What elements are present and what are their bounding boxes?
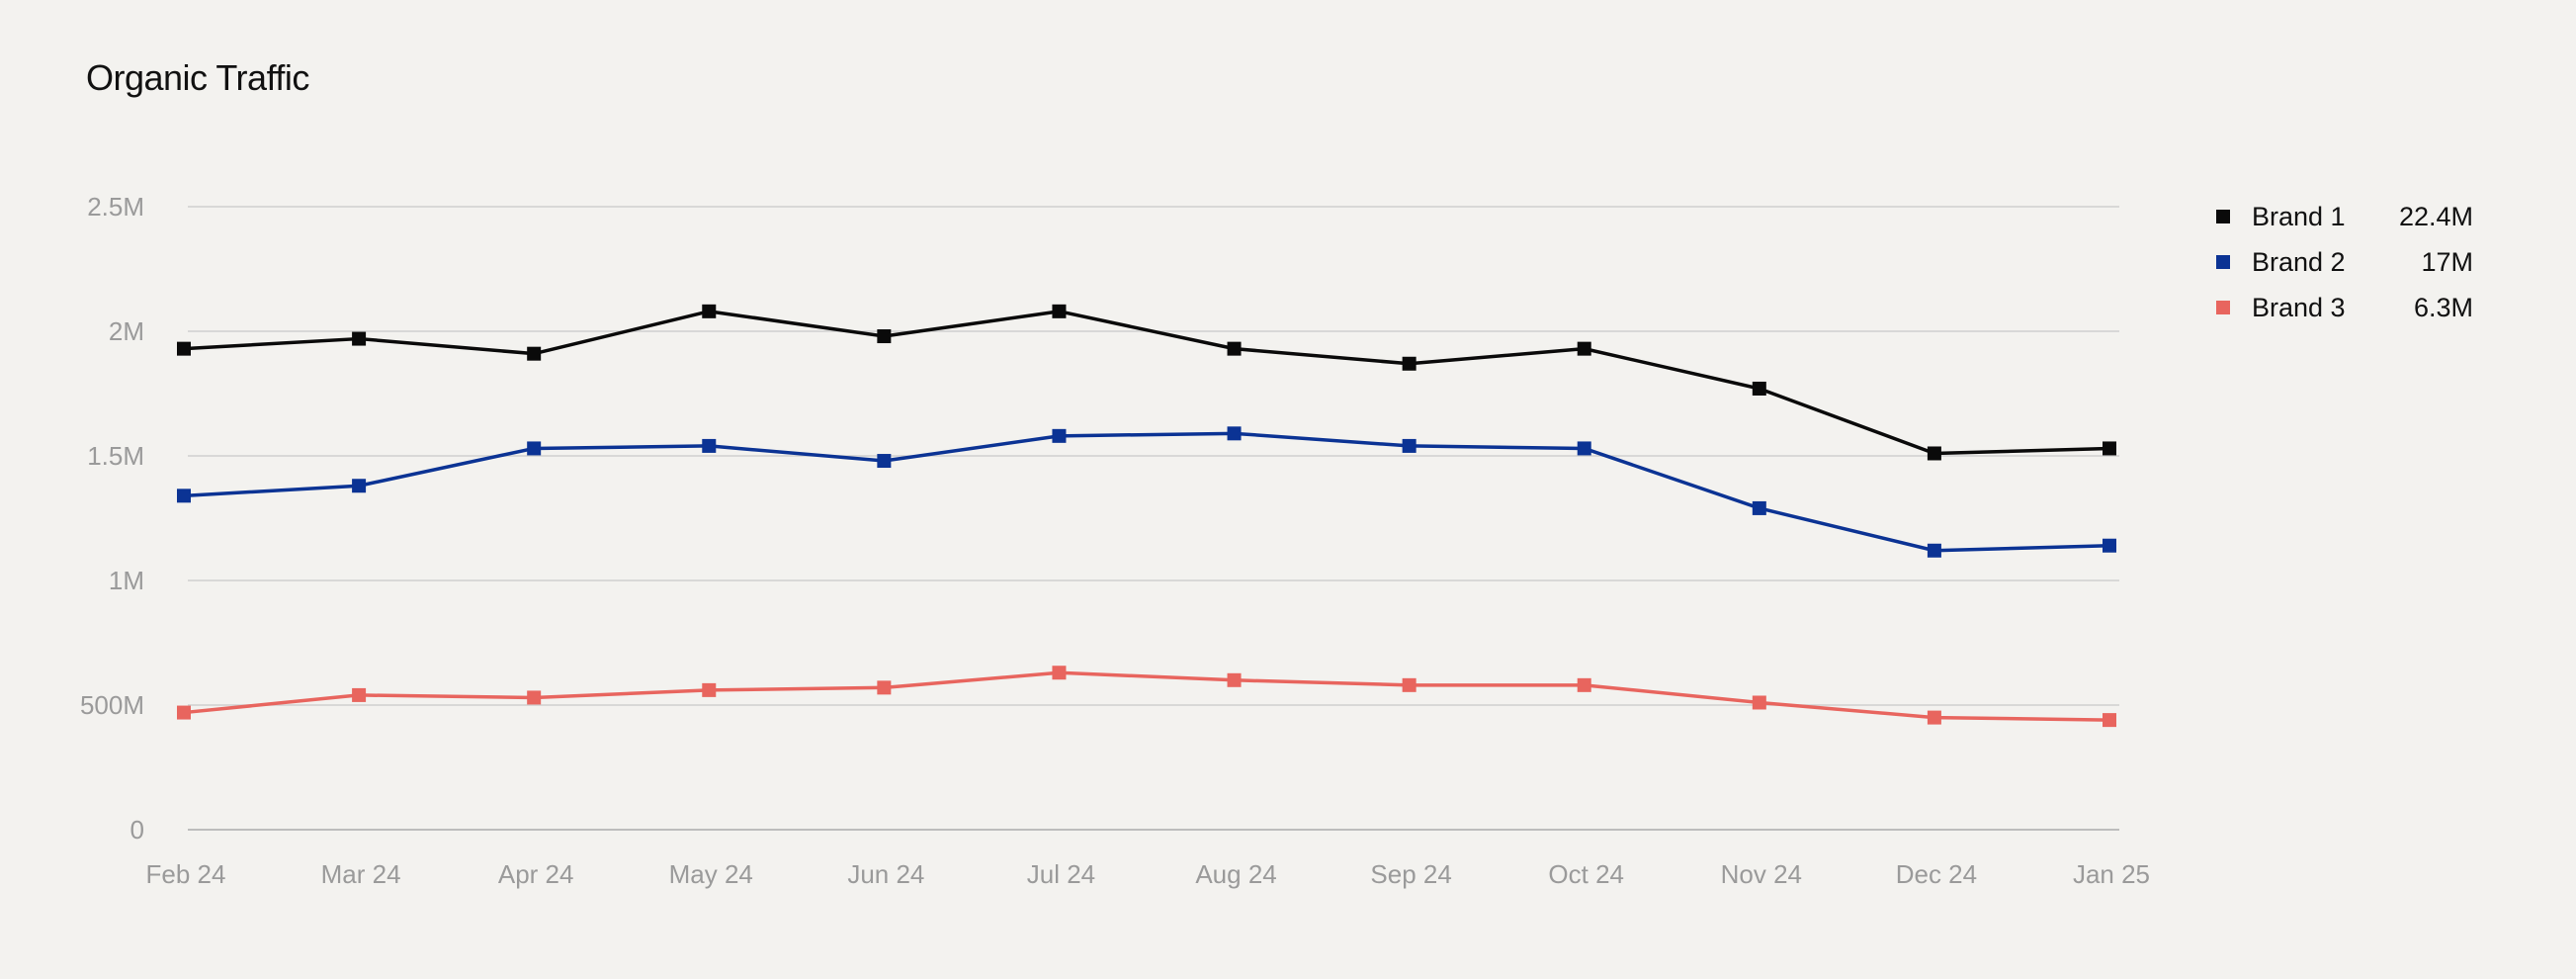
data-point bbox=[1752, 500, 1766, 515]
data-point bbox=[1052, 304, 1067, 318]
data-point bbox=[877, 454, 892, 469]
x-tick-label: Aug 24 bbox=[1195, 859, 1276, 889]
data-point bbox=[1752, 381, 1766, 396]
legend-swatch bbox=[2216, 255, 2230, 269]
legend-item: Brand 2 17M bbox=[2216, 239, 2473, 285]
x-tick-label: Dec 24 bbox=[1896, 859, 1977, 889]
x-tick-label: Nov 24 bbox=[1721, 859, 1802, 889]
y-tick-label: 500M bbox=[80, 690, 144, 720]
legend-swatch bbox=[2216, 301, 2230, 314]
y-tick-label: 2M bbox=[109, 316, 144, 346]
data-point bbox=[352, 331, 367, 346]
data-point bbox=[527, 346, 542, 361]
series-line bbox=[183, 431, 2110, 553]
legend-label: Brand 1 bbox=[2252, 201, 2346, 231]
legend-item: Brand 3 6.3M bbox=[2216, 285, 2473, 330]
series-line bbox=[183, 670, 2110, 722]
data-point bbox=[877, 329, 892, 344]
data-point bbox=[2103, 441, 2116, 456]
data-point bbox=[2103, 713, 2116, 728]
data-point bbox=[702, 304, 717, 318]
data-point bbox=[1402, 677, 1417, 692]
data-point bbox=[177, 489, 191, 503]
legend-value: 6.3M bbox=[2413, 292, 2473, 322]
y-tick-label: 2.5M bbox=[87, 192, 144, 222]
data-point bbox=[1052, 428, 1067, 443]
y-tick-label: 0 bbox=[130, 815, 144, 845]
y-axis-ticks: 0 500M 1M 1.5M 2M 2.5M bbox=[80, 192, 144, 845]
y-tick-label: 1M bbox=[109, 566, 144, 595]
x-tick-label: Feb 24 bbox=[146, 859, 226, 889]
data-point bbox=[702, 682, 717, 697]
data-point bbox=[352, 479, 367, 493]
series-lines bbox=[177, 304, 2116, 728]
x-tick-label: Jan 25 bbox=[2073, 859, 2150, 889]
x-tick-label: Mar 24 bbox=[321, 859, 401, 889]
legend: Brand 1 22.4M Brand 2 17M Brand 3 6.3M bbox=[2216, 194, 2473, 330]
data-point bbox=[1927, 543, 1941, 558]
data-point bbox=[1927, 446, 1941, 461]
x-tick-label: May 24 bbox=[669, 859, 753, 889]
data-point bbox=[1227, 672, 1242, 687]
y-tick-label: 1.5M bbox=[87, 441, 144, 471]
data-point bbox=[1577, 677, 1591, 692]
x-tick-label: Oct 24 bbox=[1548, 859, 1624, 889]
data-point bbox=[877, 680, 892, 695]
data-point bbox=[1052, 666, 1067, 680]
series-line bbox=[183, 310, 2110, 456]
data-point bbox=[177, 705, 191, 720]
data-point bbox=[527, 441, 542, 456]
series-1 bbox=[177, 304, 2116, 461]
x-tick-label: Apr 24 bbox=[498, 859, 574, 889]
data-point bbox=[1402, 356, 1417, 371]
data-point bbox=[177, 341, 191, 356]
legend-swatch bbox=[2216, 210, 2230, 223]
data-point bbox=[1227, 426, 1242, 441]
series-2 bbox=[177, 426, 2116, 558]
gridlines bbox=[188, 206, 2119, 831]
series-3 bbox=[177, 666, 2116, 728]
data-point bbox=[1927, 710, 1941, 725]
data-point bbox=[1402, 438, 1417, 453]
data-point bbox=[1752, 695, 1766, 710]
data-point bbox=[1577, 441, 1591, 456]
data-point bbox=[352, 687, 367, 702]
data-point bbox=[702, 438, 717, 453]
x-axis-ticks: Feb 24 Mar 24 Apr 24 May 24 Jun 24 Jul 24 Aug … bbox=[146, 859, 2151, 889]
legend-value: 17M bbox=[2421, 246, 2473, 277]
legend-item: Brand 1 22.4M bbox=[2216, 194, 2473, 239]
data-point bbox=[2103, 538, 2116, 553]
data-point bbox=[1577, 341, 1591, 356]
data-point bbox=[1227, 341, 1242, 356]
data-point bbox=[527, 690, 542, 705]
x-tick-label: Jul 24 bbox=[1027, 859, 1095, 889]
legend-label: Brand 3 bbox=[2252, 292, 2346, 322]
chart-title: Organic Traffic bbox=[86, 57, 309, 98]
legend-label: Brand 2 bbox=[2252, 246, 2346, 277]
x-tick-label: Sep 24 bbox=[1370, 859, 1451, 889]
x-tick-label: Jun 24 bbox=[847, 859, 924, 889]
legend-value: 22.4M bbox=[2398, 201, 2473, 231]
